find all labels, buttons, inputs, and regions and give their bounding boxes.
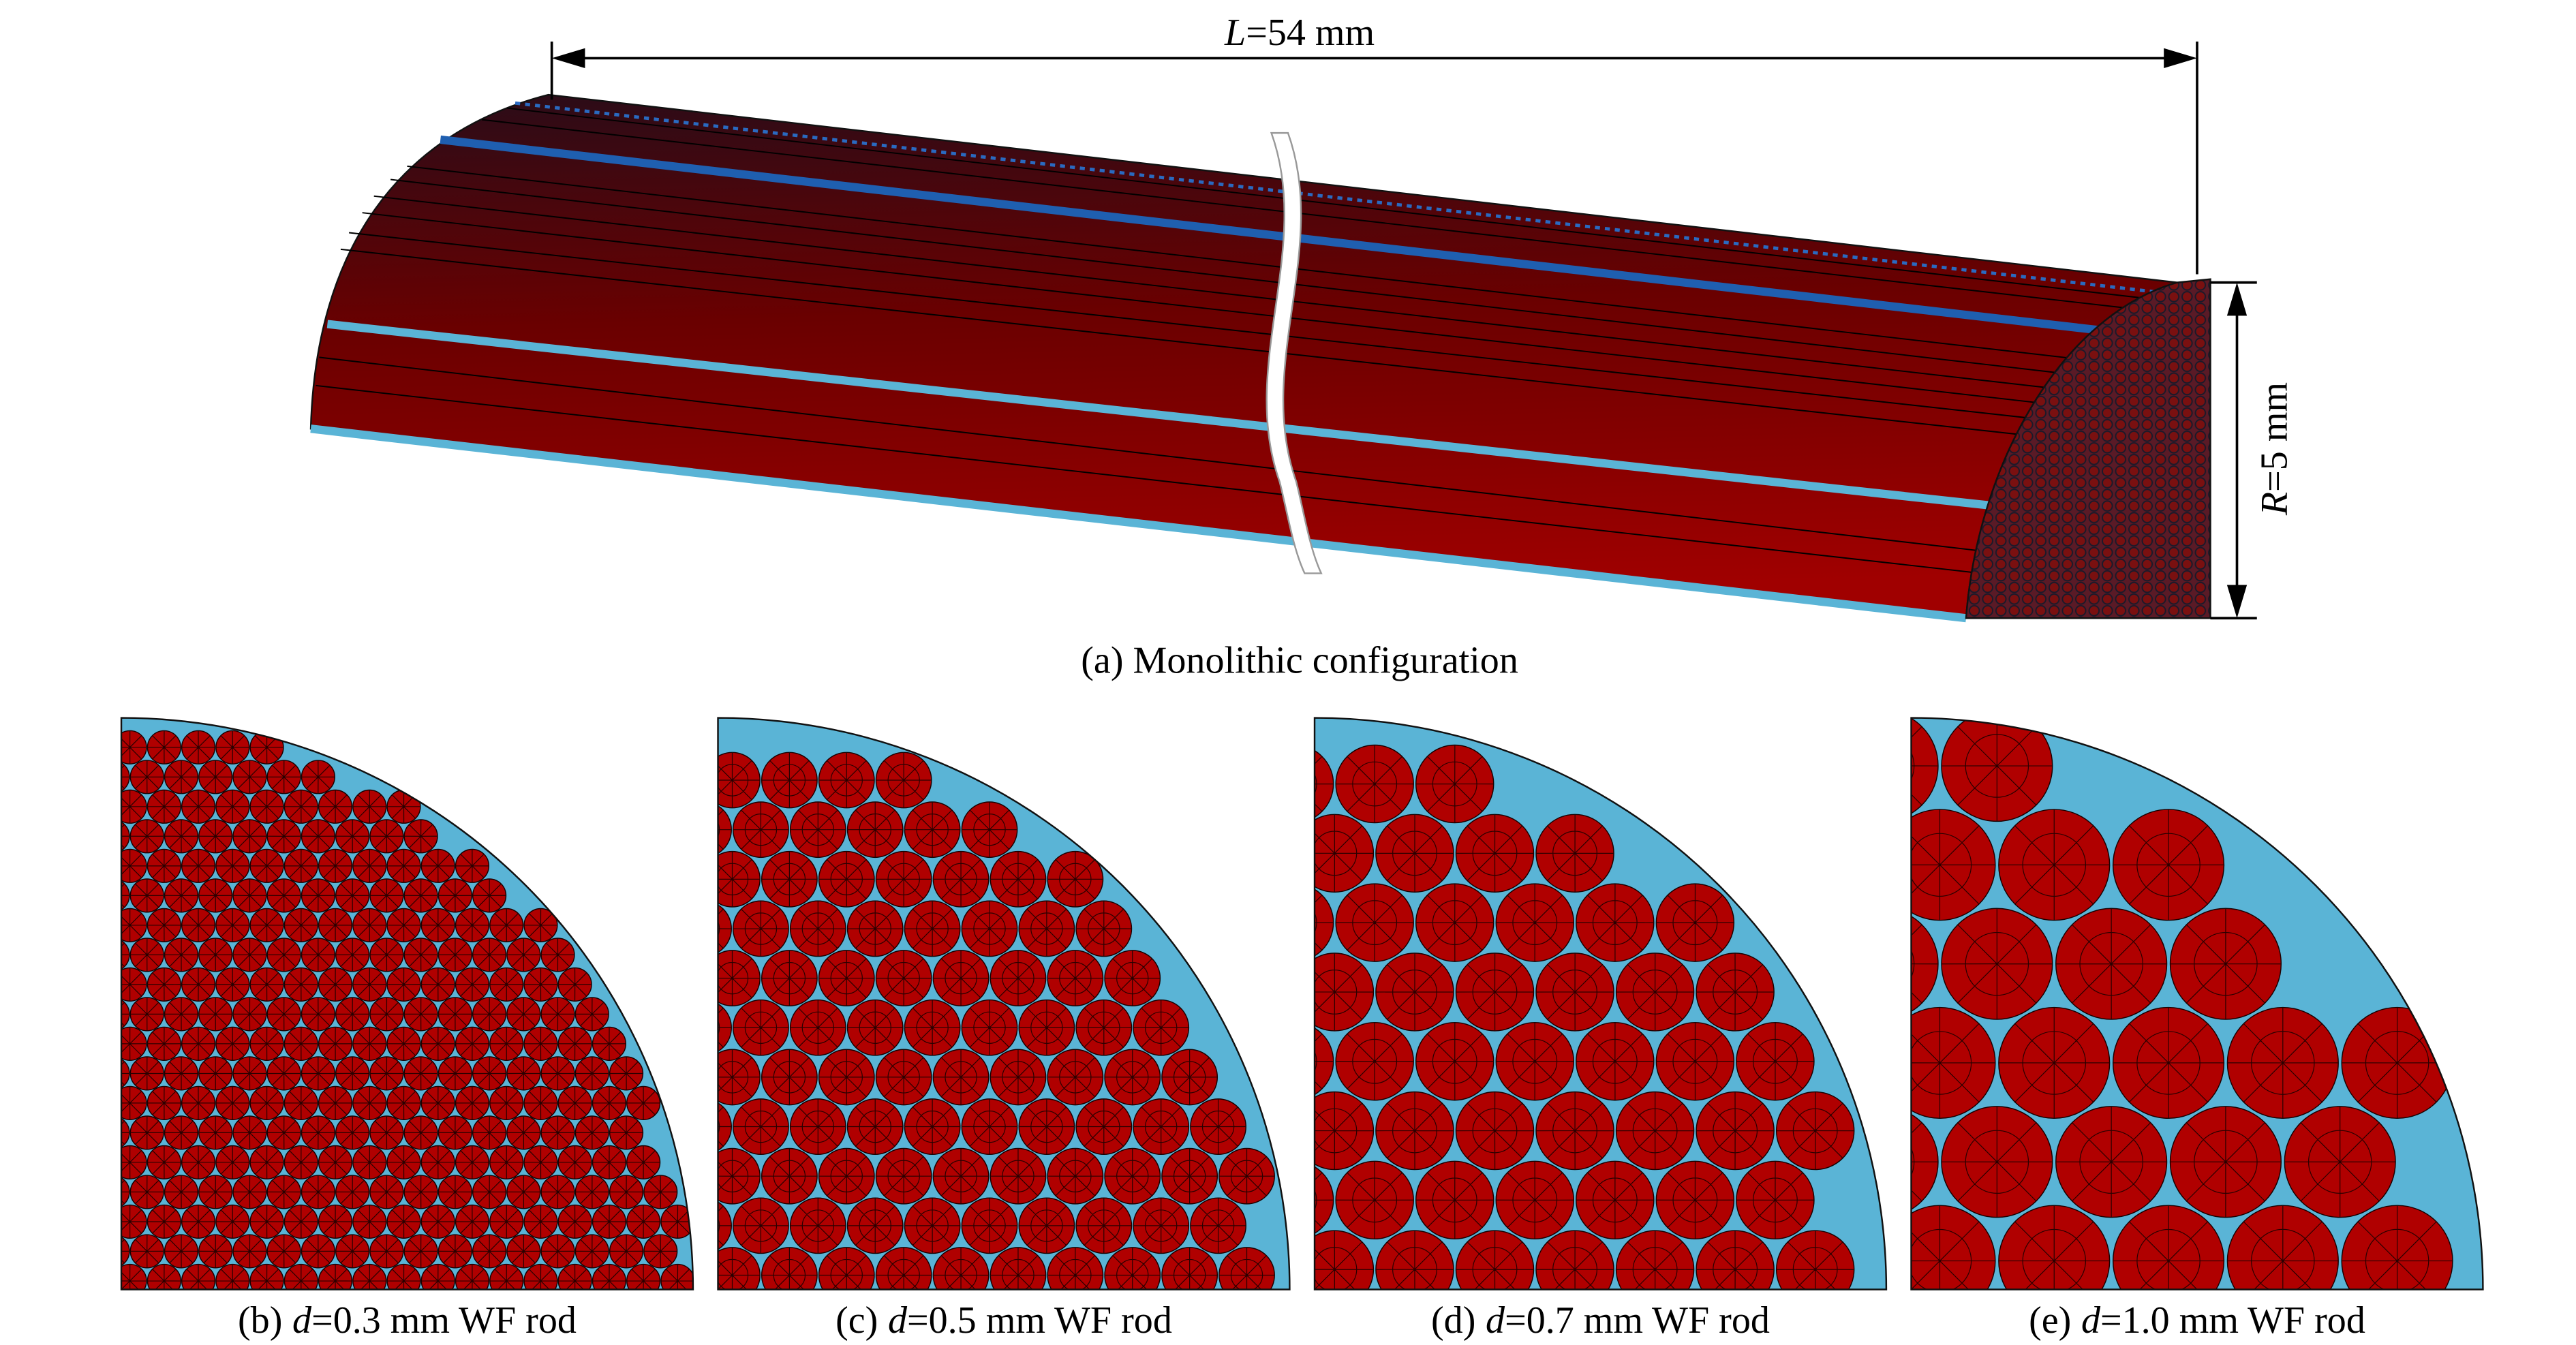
fiber: [79, 1205, 112, 1239]
fiber: [1315, 1160, 1334, 1240]
fiber: [1315, 1021, 1334, 1101]
fiber: [1216, 814, 1293, 892]
fiber-mesh: [121, 730, 693, 1290]
caption-label: (e): [2029, 1299, 2071, 1342]
fiber: [1216, 953, 1293, 1031]
caption-symbol: d: [888, 1299, 908, 1342]
caption-symbol: d: [1486, 1299, 1505, 1342]
fiber: [121, 1115, 130, 1150]
caption-text: =0.3 mm WF rod: [311, 1299, 577, 1342]
caption-symbol: d: [2081, 1299, 2101, 1342]
fiber: [121, 1234, 130, 1269]
fiber: [79, 849, 112, 882]
fiber: [121, 878, 130, 913]
caption-a: (a) Monolithic configuration: [1081, 640, 1518, 682]
caption-text: =0.7 mm WF rod: [1505, 1299, 1770, 1342]
fiber-stripe: [310, 424, 1967, 623]
fiber: [647, 752, 703, 807]
fiber-stripe: [515, 101, 2161, 294]
caption: (b) d=0.3 mm WF rod: [238, 1299, 577, 1342]
fiber: [79, 1146, 112, 1179]
caption: (e) d=1.0 mm WF rod: [2029, 1299, 2365, 1342]
cross-section-panel: [1216, 717, 1886, 1290]
fiber: [1315, 883, 1334, 962]
fiber: [79, 968, 112, 1001]
length-symbol: L: [1224, 12, 1246, 54]
fiber-stripe: [440, 135, 2105, 335]
fiber: [79, 908, 112, 942]
fiber: [121, 938, 130, 972]
cross-section-panel: [1770, 717, 2483, 1290]
caption-label: (b): [238, 1299, 282, 1342]
fiber: [1770, 809, 1881, 921]
radius-value: =5 mm: [2254, 382, 2296, 492]
caption: (d) d=0.7 mm WF rod: [1431, 1299, 1770, 1342]
caption-text: =0.5 mm WF rod: [907, 1299, 1172, 1342]
cross-section-panel: [79, 717, 693, 1298]
fiber: [121, 819, 130, 854]
caption-label: (c): [835, 1299, 878, 1342]
fiber: [121, 1056, 130, 1091]
caption-text: =1.0 mm WF rod: [2100, 1299, 2365, 1342]
fiber: [79, 730, 112, 764]
fiber-mesh: [1911, 717, 2453, 1290]
fiber-mesh: [1315, 745, 1854, 1290]
panel-outline: [1910, 717, 2484, 1290]
panel-outline: [1313, 717, 1888, 1290]
panel-outline: [717, 717, 1291, 1290]
length-dimension: [550, 42, 2198, 275]
break-mark: [1266, 132, 1323, 574]
panel-outline: [120, 717, 694, 1290]
fiber: [79, 1265, 112, 1298]
radius-symbol: R: [2254, 492, 2296, 516]
radius-label: R=5 mm: [2254, 382, 2296, 516]
fiber: [647, 852, 703, 907]
fiber: [79, 1087, 112, 1120]
fiber-mesh: [718, 752, 1275, 1290]
fiber: [647, 950, 703, 1006]
fiber: [1315, 744, 1334, 824]
caption-symbol: d: [292, 1299, 312, 1342]
fiber: [121, 760, 130, 794]
length-label: L=54 mm: [1224, 12, 1375, 54]
cross-section-panel: [647, 717, 1290, 1290]
rod-end-face: [1965, 278, 2211, 619]
length-value: =54 mm: [1246, 12, 1375, 54]
rod-mesh-lines: [316, 107, 2153, 574]
fiber: [79, 790, 112, 823]
radius-dimension: [2210, 281, 2257, 620]
fiber: [121, 997, 130, 1032]
fiber: [79, 1027, 112, 1061]
caption: (c) d=0.5 mm WF rod: [835, 1299, 1172, 1342]
cross-sections: (b) d=0.3 mm WF rod (c) d=0.5 mm WF rod (d) d…: [79, 717, 2484, 1342]
fiber: [121, 1175, 130, 1209]
fiber-stripe: [326, 320, 2004, 511]
caption-label: (d): [1431, 1299, 1475, 1342]
